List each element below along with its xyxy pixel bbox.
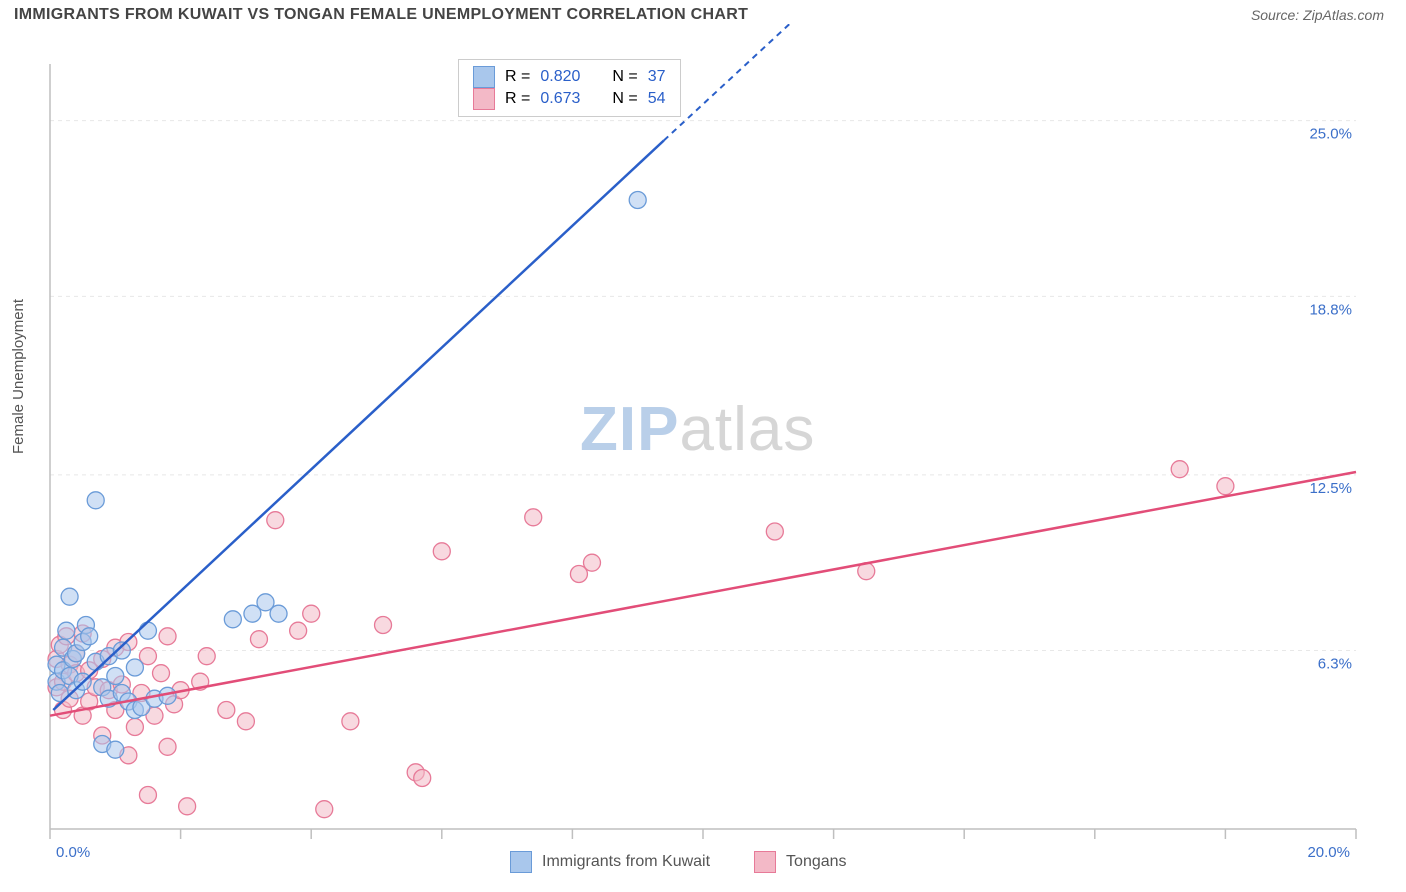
n-label: N = [612, 68, 637, 86]
legend-label-tongans: Tongans [786, 853, 847, 871]
correlation-legend: R = 0.820 N = 37 R = 0.673 N = 54 [458, 59, 681, 117]
series-legend: Immigrants from Kuwait Tongans [510, 851, 847, 873]
legend-row-kuwait: R = 0.820 N = 37 [473, 66, 666, 88]
r-label: R = [505, 68, 530, 86]
legend-row-tongans: R = 0.673 N = 54 [473, 88, 666, 110]
r-label: R = [505, 90, 530, 108]
page-title: IMMIGRANTS FROM KUWAIT VS TONGAN FEMALE … [14, 6, 748, 24]
svg-text:20.0%: 20.0% [1307, 844, 1350, 861]
swatch-tongans-bottom [754, 851, 776, 873]
svg-text:25.0%: 25.0% [1309, 126, 1352, 143]
n-value-tongans: 54 [648, 90, 666, 108]
r-value-kuwait: 0.820 [540, 68, 580, 86]
chart-container: Female Unemployment ZIPatlas 6.3%12.5%18… [0, 24, 1406, 884]
legend-label-kuwait: Immigrants from Kuwait [542, 853, 710, 871]
svg-text:18.8%: 18.8% [1309, 301, 1352, 318]
swatch-kuwait [473, 66, 495, 88]
scatter-plot: 6.3% 12.5% 18.8% 25.0% 0.0% 20.0% [0, 24, 1406, 884]
swatch-kuwait-bottom [510, 851, 532, 873]
svg-text:0.0%: 0.0% [56, 844, 90, 861]
source-attribution: Source: ZipAtlas.com [1251, 7, 1384, 23]
n-value-kuwait: 37 [648, 68, 666, 86]
header: IMMIGRANTS FROM KUWAIT VS TONGAN FEMALE … [0, 0, 1406, 24]
n-label: N = [612, 90, 637, 108]
swatch-tongans [473, 88, 495, 110]
r-value-tongans: 0.673 [540, 90, 580, 108]
svg-text:12.5%: 12.5% [1309, 480, 1352, 497]
svg-text:6.3%: 6.3% [1318, 656, 1352, 673]
